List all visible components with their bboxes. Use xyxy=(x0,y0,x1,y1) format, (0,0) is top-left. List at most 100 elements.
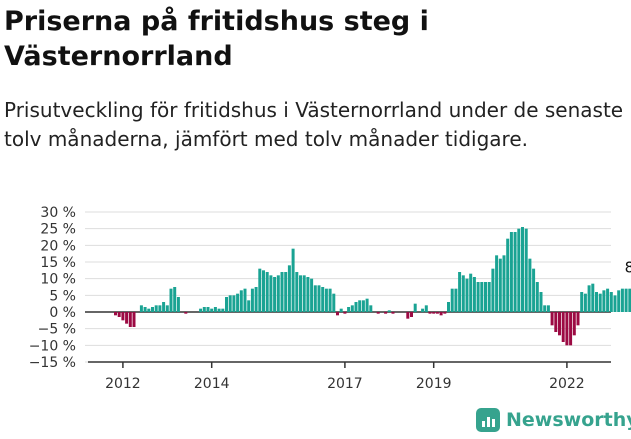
bar xyxy=(117,312,121,317)
y-tick-label: 20 % xyxy=(40,238,76,254)
newsworthy-logo-text: Newsworthy xyxy=(506,409,631,431)
bar xyxy=(435,312,439,314)
y-tick-label: 25 % xyxy=(40,222,76,238)
bar xyxy=(143,307,147,312)
bar xyxy=(543,305,547,312)
bar xyxy=(591,283,595,312)
bar xyxy=(114,312,117,316)
bar xyxy=(321,287,325,312)
bar xyxy=(480,282,484,312)
bar xyxy=(269,275,273,312)
bar xyxy=(465,278,469,312)
bar xyxy=(347,307,351,312)
bar xyxy=(558,312,561,336)
bar xyxy=(291,248,295,312)
x-tick-label: 2022 xyxy=(549,376,585,392)
y-axis: 30 %25 %20 %15 %10 %5 %0 %−5 %−10 %−15 % xyxy=(29,205,76,371)
bar xyxy=(213,307,217,312)
bar xyxy=(498,258,502,312)
bar xyxy=(502,255,506,312)
bar xyxy=(580,292,584,312)
bar xyxy=(239,290,243,312)
bar xyxy=(236,293,240,312)
bar xyxy=(447,302,450,312)
bar xyxy=(539,292,543,312)
bar xyxy=(165,305,169,312)
bar xyxy=(310,278,314,312)
x-tick-label: 2017 xyxy=(327,376,363,392)
bar xyxy=(365,298,369,312)
bar xyxy=(424,305,428,312)
bar xyxy=(606,288,610,312)
bar xyxy=(262,270,265,312)
bar xyxy=(225,297,228,312)
bar xyxy=(313,285,317,312)
bar xyxy=(406,312,410,319)
bar xyxy=(410,312,413,317)
x-tick-label: 2014 xyxy=(194,376,230,392)
bar xyxy=(432,312,436,314)
bar xyxy=(369,305,373,312)
bar xyxy=(280,272,284,312)
bar xyxy=(332,293,336,312)
bar xyxy=(199,308,203,312)
chart-title: Priserna på fritidshus steg i Västernorr… xyxy=(4,6,429,72)
x-axis: 201220142017201920222024 xyxy=(88,361,611,392)
bar xyxy=(154,305,158,312)
latest-value-label: 8 % xyxy=(625,258,631,276)
y-tick-label: 5 % xyxy=(49,288,76,304)
bar xyxy=(572,312,576,336)
bar xyxy=(587,285,591,312)
bar xyxy=(602,290,606,312)
bar xyxy=(598,293,602,312)
bar xyxy=(528,258,532,312)
bar xyxy=(421,308,425,312)
bar xyxy=(324,288,328,312)
y-tick-label: 15 % xyxy=(40,255,76,271)
bar xyxy=(228,295,232,312)
bar xyxy=(546,305,550,312)
y-tick-label: −5 % xyxy=(38,322,76,338)
bar-series xyxy=(114,227,631,346)
bar xyxy=(284,272,288,312)
bar xyxy=(306,277,310,312)
bar xyxy=(210,308,214,312)
bar xyxy=(132,312,136,327)
bar xyxy=(128,312,132,327)
bar xyxy=(254,287,258,312)
bar xyxy=(247,300,251,312)
bar xyxy=(472,277,476,312)
bar xyxy=(550,312,554,326)
bar xyxy=(169,288,173,312)
bar xyxy=(287,265,291,312)
bar xyxy=(583,293,587,312)
bar xyxy=(384,312,388,314)
bar xyxy=(302,275,306,312)
bar xyxy=(350,305,354,312)
bar xyxy=(450,288,454,312)
bar xyxy=(158,305,162,312)
bar xyxy=(561,312,565,342)
bar xyxy=(250,288,254,312)
bar xyxy=(413,303,417,312)
bar xyxy=(517,228,521,312)
bar xyxy=(339,308,343,312)
bar xyxy=(276,275,280,312)
bar xyxy=(265,272,269,312)
bar xyxy=(428,312,432,314)
bar xyxy=(336,312,339,316)
y-tick-label: −10 % xyxy=(29,338,76,354)
bar xyxy=(521,227,524,312)
bar xyxy=(565,312,569,346)
bar xyxy=(506,238,510,312)
bar xyxy=(358,300,362,312)
bar xyxy=(184,312,188,314)
bar xyxy=(295,272,299,312)
bar xyxy=(613,295,617,312)
bar xyxy=(273,277,277,312)
bar xyxy=(476,282,480,312)
bar xyxy=(569,312,573,346)
bar xyxy=(243,288,247,312)
bar xyxy=(620,288,624,312)
